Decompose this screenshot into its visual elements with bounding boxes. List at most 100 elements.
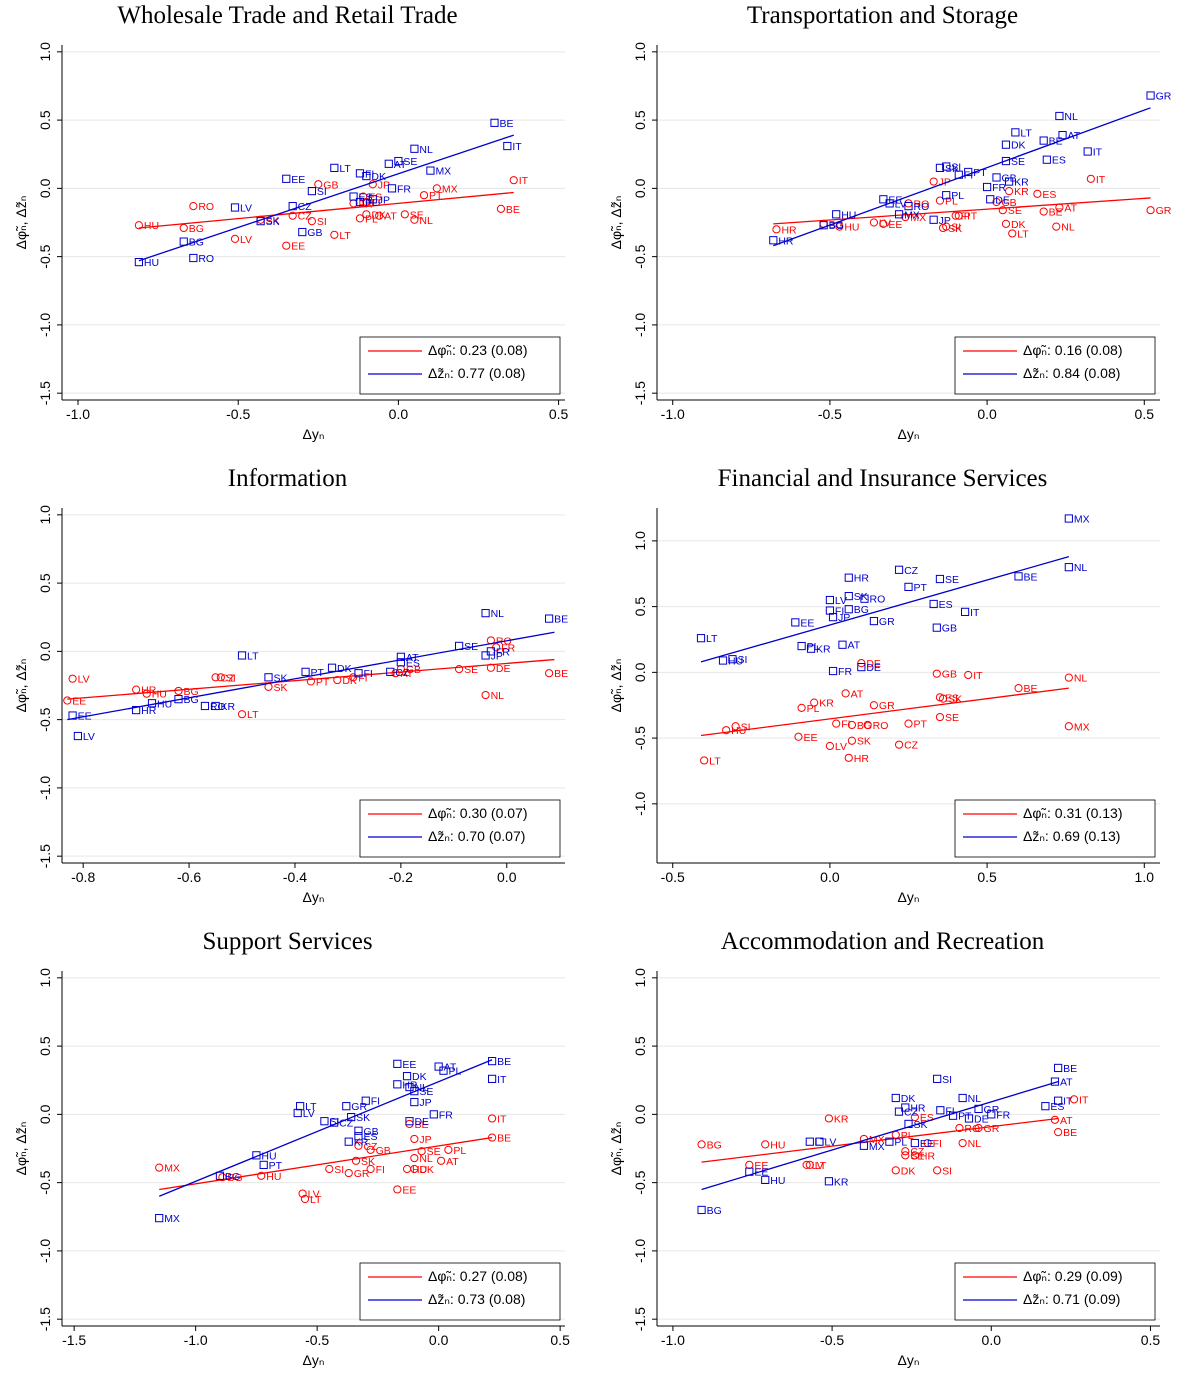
z-point-label: LT — [247, 650, 259, 662]
y-axis-label: Δφ̃ₙ, Δz̃ₙ — [608, 1122, 624, 1176]
phi-point-LV — [298, 1189, 307, 1198]
y-tick-label: -1.0 — [37, 313, 53, 337]
z-point-label: ES — [1052, 155, 1066, 167]
z-point-BG — [174, 695, 183, 704]
z-point-SE — [935, 574, 945, 584]
z-point-FI — [355, 169, 365, 178]
phi-point-label: SI — [334, 1164, 344, 1176]
z-point-IT — [488, 1074, 497, 1083]
z-point-IT — [503, 141, 512, 151]
z-point-FI — [361, 1096, 370, 1105]
x-tick-label: 0.0 — [389, 406, 409, 422]
phi-point-SE — [400, 210, 409, 219]
phi-point-GB — [992, 197, 1001, 207]
legend-label-z: Δz̃ₙ: 0.71 (0.09) — [1023, 1291, 1120, 1307]
phi-point-label: KR — [834, 1113, 849, 1125]
phi-point-label: LT — [339, 230, 351, 242]
y-tick-label: -1.5 — [632, 381, 648, 405]
phi-point-CZ — [211, 673, 220, 682]
z-point-SI — [933, 1074, 942, 1083]
phi-point-label: LV — [835, 741, 847, 753]
legend-label-phi: Δφ̃ₙ: 0.30 (0.07) — [428, 805, 528, 821]
phi-point-HU — [835, 222, 844, 231]
phi-point-label: BE — [1024, 683, 1038, 695]
z-point-label: SE — [419, 1086, 433, 1098]
z-point-label: CZ — [339, 1118, 354, 1130]
phi-point-label: RO — [198, 201, 214, 213]
z-point-label: JP — [378, 194, 390, 206]
z-point-PT — [904, 582, 913, 591]
z-point-LT — [330, 163, 339, 172]
z-point-SI — [320, 1117, 329, 1126]
phi-point-label: FI — [376, 1164, 385, 1176]
z-point-label: LV — [83, 731, 95, 743]
phi-point-label: ES — [1042, 189, 1056, 201]
z-point-GR — [974, 1104, 983, 1114]
phi-point-label: BE — [506, 204, 520, 216]
legend-box — [954, 799, 1156, 858]
z-point-AT — [384, 159, 393, 168]
z-point-label: SI — [951, 162, 961, 174]
phi-point-DE — [486, 663, 495, 672]
legend-label-phi: Δφ̃ₙ: 0.23 (0.08) — [428, 342, 528, 358]
z-point-PL — [885, 1137, 894, 1146]
z-point-label: PT — [311, 667, 325, 679]
z-point-JP — [410, 1097, 419, 1107]
phi-point-label: SE — [945, 712, 959, 724]
phi-point-label: KR — [819, 698, 834, 710]
phi-point-GB — [366, 1145, 375, 1154]
z-point-CZ — [330, 1118, 339, 1127]
z-point-label: EE — [888, 194, 902, 206]
legend-box — [954, 1262, 1156, 1321]
phi-point-label: LT — [1017, 228, 1029, 240]
phi-point-label: LV — [879, 218, 891, 230]
phi-point-LT — [330, 230, 339, 239]
phi-point-label: LV — [812, 1160, 824, 1172]
z-point-label: PL — [449, 1066, 462, 1078]
z-point-label: LT — [305, 1101, 317, 1113]
x-tick-label: 0.5 — [549, 406, 569, 422]
phi-point-label: RO — [964, 1123, 980, 1135]
phi-point-FI — [951, 211, 960, 220]
phi-point-BG — [847, 720, 857, 730]
z-point-label: BG — [854, 604, 869, 616]
z-point-KR — [211, 701, 220, 711]
x-tick-label: -0.5 — [818, 406, 842, 422]
phi-point-KR — [810, 698, 819, 707]
z-point-label: EE — [78, 711, 92, 723]
chart-panel-transportation-storage: Transportation and Storage -1.5 -1.0 -0.5 0… — [595, 0, 1190, 463]
phi-point-DK — [1001, 219, 1011, 228]
z-point-label: LV — [835, 595, 847, 607]
phi-point-SE — [998, 206, 1007, 215]
phi-point-EE — [393, 1185, 402, 1194]
phi-point-label: SK — [948, 223, 962, 235]
y-tick-label: 1.0 — [632, 531, 648, 551]
z-point-label: HR — [910, 1103, 926, 1115]
z-point-label: ES — [406, 657, 420, 669]
scatter-plot: -1.5 -1.0 -0.5 0.0 0.5 1.0 -1.0 -0.5 0.0 0.5 Δyₙ Δφ… — [608, 42, 1172, 442]
z-point-label: RO — [914, 201, 930, 213]
phi-point-EE — [879, 219, 888, 228]
phi-point-SE — [901, 1151, 910, 1160]
phi-point-KR — [1005, 186, 1014, 196]
x-tick-label: -0.6 — [177, 869, 201, 885]
phi-point-label: GR — [879, 700, 895, 712]
z-point-label: PL — [894, 1137, 907, 1149]
phi-point-label: SE — [464, 664, 478, 676]
y-tick-label: 0.0 — [632, 1104, 648, 1124]
z-point-label: NL — [419, 144, 433, 156]
z-point-MX — [859, 1141, 869, 1150]
z-point-NL — [1055, 111, 1064, 121]
z-point-GB — [354, 1126, 363, 1135]
phi-point-label: EE — [291, 241, 305, 253]
z-point-KR — [344, 1137, 353, 1146]
z-point-JP — [368, 195, 377, 204]
x-axis-label: Δyₙ — [898, 426, 920, 442]
phi-point-label: GB — [323, 179, 338, 191]
phi-point-BE — [1054, 1128, 1063, 1137]
z-point-PL — [797, 641, 806, 651]
z-point-label: KR — [816, 644, 831, 656]
x-tick-label: -0.5 — [305, 1332, 329, 1348]
z-point-IT — [960, 607, 970, 616]
z-point-BG — [844, 605, 853, 614]
